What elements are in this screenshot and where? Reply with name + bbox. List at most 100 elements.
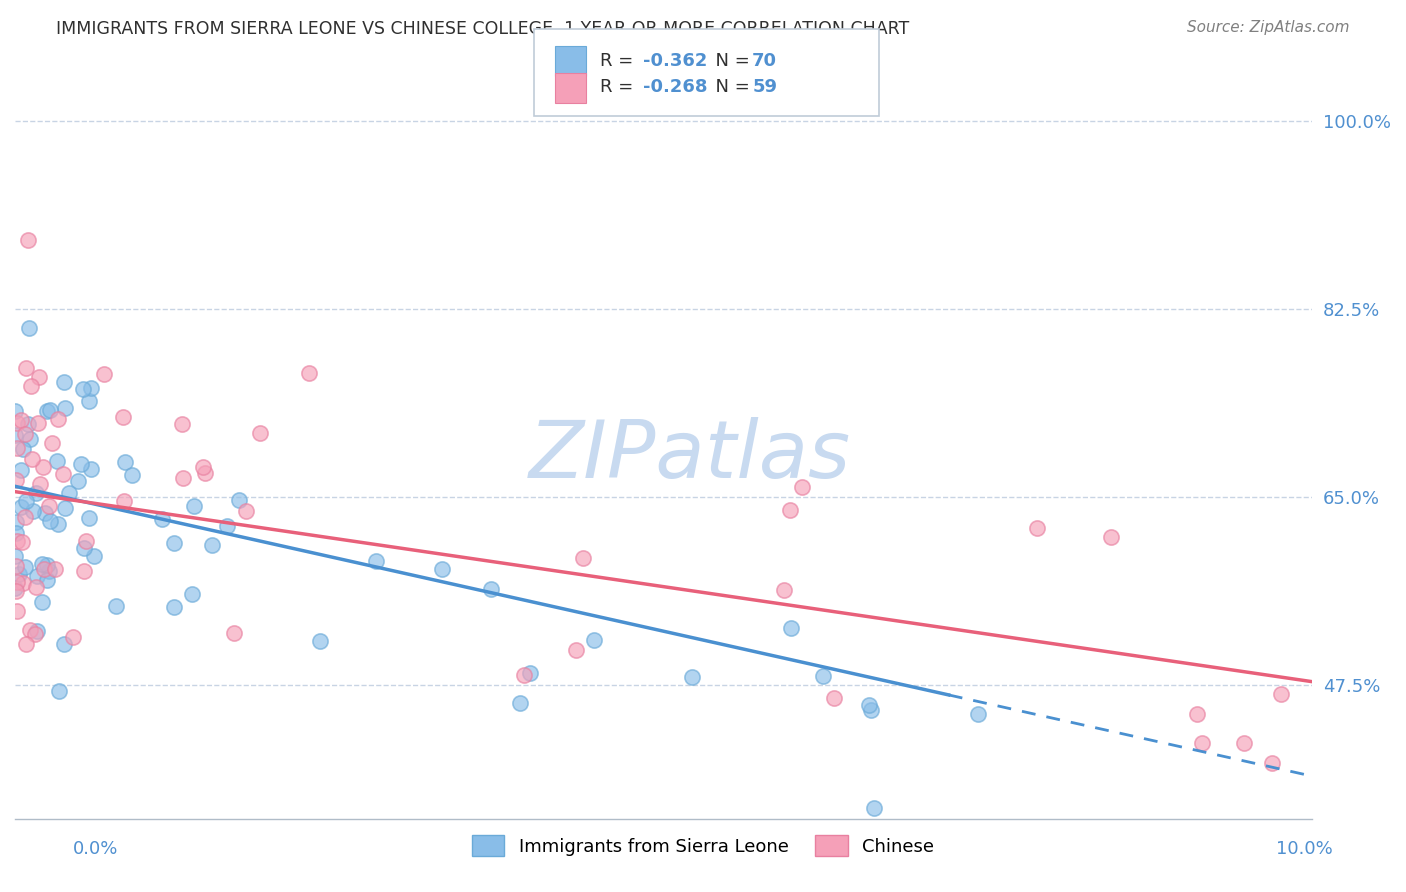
Point <box>25 624 48 639</box>
Point <box>1185 706 1208 721</box>
Point <box>79 380 101 394</box>
Point <box>222 625 245 640</box>
Point <box>565 642 588 657</box>
Point <box>62 630 84 644</box>
Point <box>682 670 704 684</box>
Point <box>572 551 595 566</box>
Point <box>430 562 453 576</box>
Text: 59: 59 <box>752 78 778 96</box>
Text: 70: 70 <box>752 52 778 70</box>
Point <box>4 516 27 530</box>
Point <box>519 665 541 680</box>
Point <box>11 576 34 591</box>
Point <box>24 486 46 500</box>
Text: 10.0%: 10.0% <box>1277 840 1333 858</box>
Point <box>1233 736 1256 750</box>
Point <box>512 667 534 681</box>
Point <box>112 409 135 424</box>
Point <box>859 703 882 717</box>
Point <box>163 536 186 550</box>
Point <box>858 698 880 713</box>
Point <box>31 595 53 609</box>
Point <box>1261 756 1284 771</box>
Point <box>17 417 39 432</box>
Point <box>77 511 100 525</box>
Point <box>58 486 80 500</box>
Point <box>14 361 37 376</box>
Point <box>966 706 988 721</box>
Point <box>53 501 76 516</box>
Text: -0.362: -0.362 <box>643 52 707 70</box>
Point <box>14 494 37 508</box>
Text: IMMIGRANTS FROM SIERRA LEONE VS CHINESE COLLEGE, 1 YEAR OR MORE CORRELATION CHAR: IMMIGRANTS FROM SIERRA LEONE VS CHINESE … <box>56 20 910 37</box>
Point <box>44 561 66 575</box>
Point <box>75 534 97 549</box>
Point <box>34 507 56 521</box>
Point <box>479 582 502 596</box>
Point <box>22 504 45 518</box>
Point <box>823 690 845 705</box>
Point <box>193 460 215 475</box>
Point <box>31 557 53 571</box>
Point <box>509 697 531 711</box>
Point <box>6 534 28 549</box>
Point <box>194 466 217 480</box>
Point <box>73 541 96 556</box>
Point <box>4 581 27 595</box>
Point <box>4 427 27 442</box>
Point <box>780 621 803 635</box>
Point <box>105 599 128 614</box>
Point <box>20 379 42 393</box>
Point <box>53 637 76 651</box>
Point <box>152 512 174 526</box>
Point <box>170 417 193 432</box>
Point <box>112 493 135 508</box>
Point <box>1191 736 1213 750</box>
Point <box>20 433 42 447</box>
Point <box>309 634 332 648</box>
Point <box>52 375 75 389</box>
Point <box>30 476 52 491</box>
Point <box>7 567 30 582</box>
Point <box>1025 521 1047 535</box>
Point <box>14 560 37 574</box>
Point <box>73 564 96 578</box>
Point <box>366 554 388 568</box>
Point <box>18 320 41 334</box>
Point <box>6 416 28 430</box>
Point <box>46 516 69 531</box>
Point <box>17 233 39 247</box>
Point <box>217 519 239 533</box>
Point <box>52 467 75 482</box>
Point <box>39 403 62 417</box>
Text: -0.268: -0.268 <box>643 78 707 96</box>
Point <box>6 574 28 589</box>
Point <box>863 801 886 815</box>
Point <box>235 504 257 518</box>
Point <box>172 471 194 485</box>
Point <box>70 457 93 471</box>
Point <box>27 416 49 430</box>
Point <box>72 382 94 396</box>
Point <box>11 442 34 456</box>
Point <box>35 404 58 418</box>
Point <box>13 510 35 524</box>
Point <box>583 632 606 647</box>
Point <box>34 562 56 576</box>
Point <box>114 455 136 469</box>
Text: ZIPatlas: ZIPatlas <box>529 417 851 495</box>
Point <box>4 549 27 564</box>
Point <box>25 569 48 583</box>
Point <box>35 558 58 573</box>
Point <box>779 503 801 517</box>
Point <box>41 436 63 450</box>
Text: Source: ZipAtlas.com: Source: ZipAtlas.com <box>1187 20 1350 35</box>
Point <box>67 475 90 489</box>
Point <box>183 499 205 513</box>
Point <box>6 583 28 598</box>
Point <box>80 462 103 476</box>
Point <box>249 425 271 440</box>
Point <box>201 538 224 552</box>
Point <box>31 459 53 474</box>
Point <box>4 525 27 540</box>
